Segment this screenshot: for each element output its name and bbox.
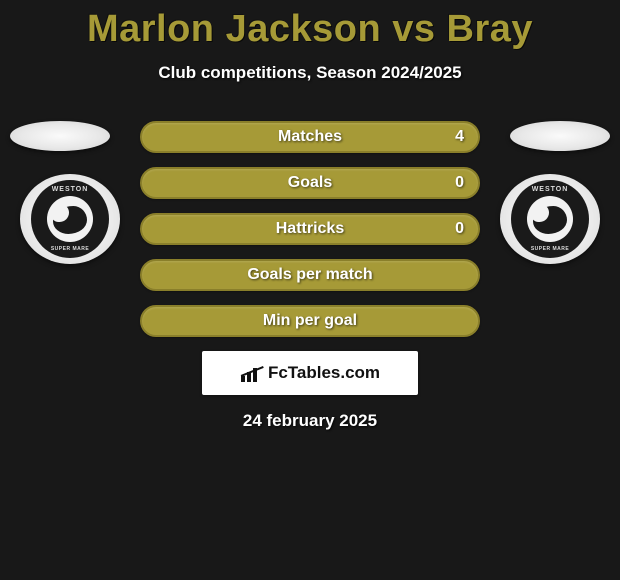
chart-up-icon (240, 364, 262, 382)
date-label: 24 february 2025 (0, 411, 620, 431)
branding-label: FcTables.com (268, 363, 380, 383)
club-left-bottom-text: SUPER MARE (31, 246, 109, 252)
club-badge-right-inner: WESTON SUPER MARE (511, 180, 589, 258)
stat-right-value: 0 (455, 174, 464, 192)
seagull-icon (527, 196, 573, 242)
branding-panel: FcTables.com (202, 351, 418, 395)
seagull-icon (47, 196, 93, 242)
club-right-bottom-text: SUPER MARE (511, 246, 589, 252)
stat-row-goals: Goals 0 (140, 167, 480, 199)
player-right-placeholder (510, 121, 610, 151)
page-title: Marlon Jackson vs Bray (0, 0, 620, 51)
stat-row-hattricks: Hattricks 0 (140, 213, 480, 245)
comparison-card: Marlon Jackson vs Bray Club competitions… (0, 0, 620, 580)
stat-right-value: 0 (455, 220, 464, 238)
stat-label: Matches (278, 128, 342, 146)
club-left-top-text: WESTON (31, 186, 109, 193)
stat-row-min-per-goal: Min per goal (140, 305, 480, 337)
club-badge-right: WESTON SUPER MARE (500, 174, 600, 264)
stat-label: Min per goal (263, 312, 357, 330)
stat-row-goals-per-match: Goals per match (140, 259, 480, 291)
stat-label: Hattricks (276, 220, 344, 238)
stat-label: Goals per match (247, 266, 372, 284)
stat-row-matches: Matches 4 (140, 121, 480, 153)
subtitle: Club competitions, Season 2024/2025 (0, 63, 620, 83)
player-left-placeholder (10, 121, 110, 151)
club-badge-left: WESTON SUPER MARE (20, 174, 120, 264)
stat-label: Goals (288, 174, 332, 192)
stat-right-value: 4 (455, 128, 464, 146)
stats-area: WESTON SUPER MARE WESTON SUPER MARE Matc… (0, 121, 620, 431)
club-right-top-text: WESTON (511, 186, 589, 193)
club-badge-left-inner: WESTON SUPER MARE (31, 180, 109, 258)
